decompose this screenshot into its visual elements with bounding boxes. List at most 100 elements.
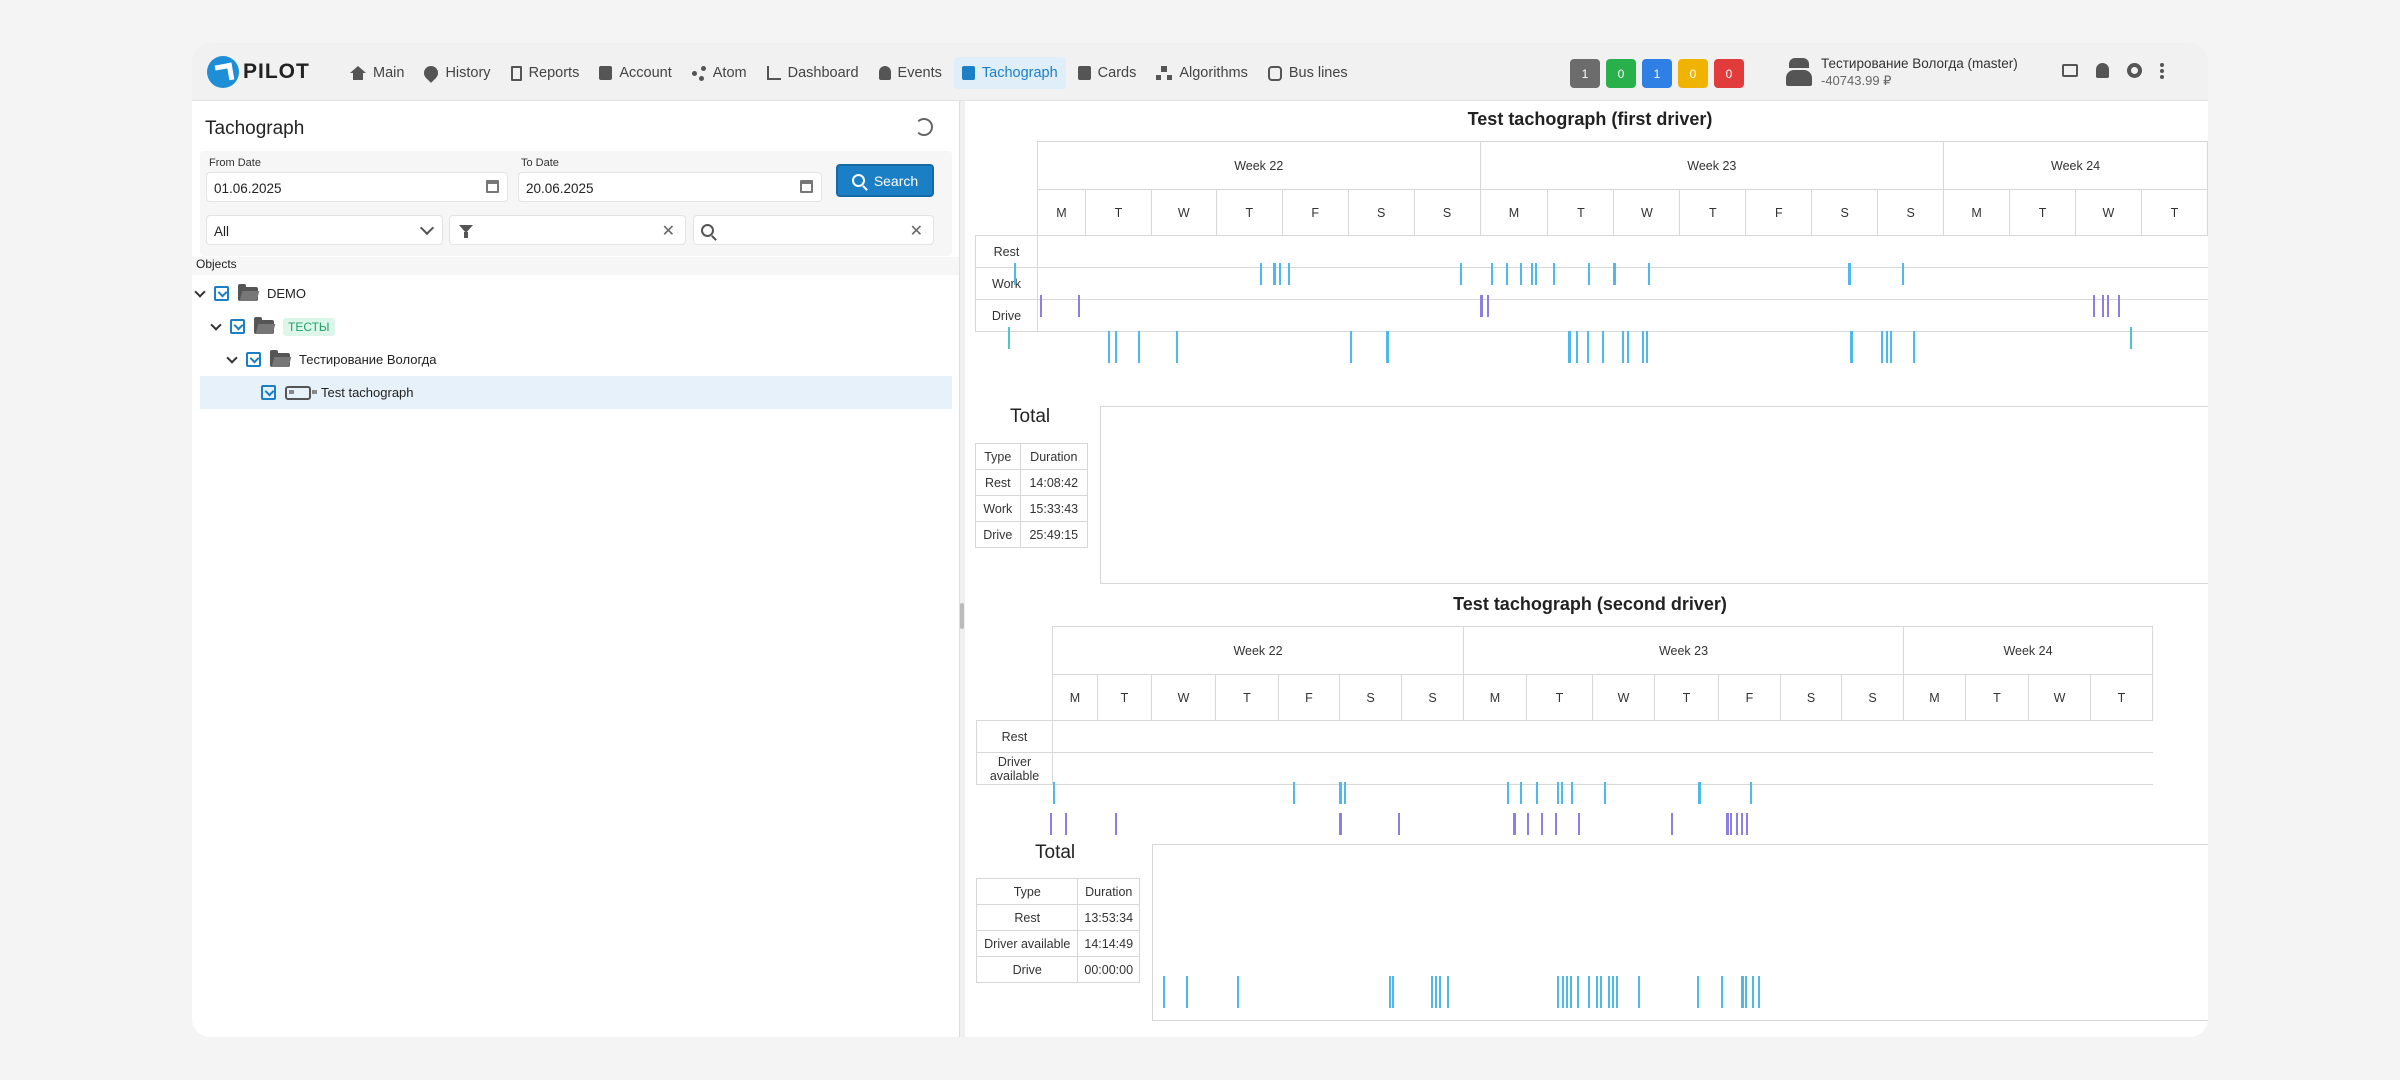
activity-mark: [1596, 976, 1598, 1008]
nav-events[interactable]: Events: [871, 57, 950, 89]
nav-algorithms[interactable]: Algorithms: [1148, 57, 1256, 89]
activity-mark: [1726, 813, 1729, 835]
folder-open-icon: [254, 316, 274, 334]
user-balance: -40743.99 ₽: [1821, 72, 1892, 88]
type-select-value: All: [214, 224, 230, 239]
activity-mark: [1108, 331, 1110, 363]
card-icon: [1077, 66, 1091, 80]
week-header: Week 24: [1943, 141, 2208, 190]
calendar-grid: Week 22 Week 23 Week 24 M T W T F S S M T W T F S S M T W T R…: [975, 141, 2208, 332]
checkbox[interactable]: [246, 352, 261, 367]
type-select[interactable]: All: [206, 215, 443, 245]
nav-label: Bus lines: [1288, 65, 1348, 81]
chevron-down-icon[interactable]: [194, 285, 206, 298]
activity-mark: [1604, 782, 1606, 804]
user-account[interactable]: Тестирование Вологда (master) -40743.99 …: [1786, 55, 2018, 89]
day-header: T: [1215, 189, 1283, 236]
refresh-icon[interactable]: [915, 118, 933, 136]
calendar-grid: Week 22 Week 23 Week 24 M T W T F S S M T W T F S S M T W T R…: [976, 626, 2153, 785]
calendar-icon[interactable]: [800, 180, 813, 193]
total-timeline: [1152, 844, 2208, 1021]
pilot-logo[interactable]: PILOT: [207, 56, 310, 88]
day-header: S: [1780, 674, 1842, 721]
from-date-label: From Date: [209, 157, 261, 169]
panel-resizer[interactable]: [959, 101, 965, 1037]
nav-reports[interactable]: Reports: [503, 57, 588, 89]
activity-mark: [1531, 263, 1533, 285]
resize-grip[interactable]: [960, 603, 964, 629]
calendar-icon[interactable]: [486, 180, 499, 193]
chevron-down-icon[interactable]: [226, 351, 238, 364]
checkbox[interactable]: [261, 385, 276, 400]
nav-account[interactable]: Account: [591, 57, 679, 89]
from-date-field[interactable]: 01.06.2025: [206, 172, 508, 202]
gear-icon[interactable]: [2127, 63, 2142, 78]
nav-label: Main: [373, 65, 405, 81]
tree-item-tests[interactable]: ТЕСТЫ: [200, 310, 952, 343]
activity-mark: [1507, 782, 1509, 804]
badge-yellow[interactable]: 0: [1678, 59, 1708, 88]
day-header: W: [1150, 189, 1217, 236]
activity-mark: [1697, 976, 1699, 1008]
activity-mark: [1566, 976, 1568, 1008]
tree-item-test-tachograph[interactable]: Test tachograph: [200, 376, 952, 409]
more-vertical-icon[interactable]: [2160, 63, 2164, 67]
lane-track: [1036, 299, 2208, 332]
activity-mark: [1050, 813, 1052, 835]
table-icon[interactable]: [2062, 64, 2078, 77]
tree-item-demo[interactable]: DEMO: [194, 277, 952, 310]
activity-mark: [1053, 782, 1055, 804]
badge-green[interactable]: 0: [1606, 59, 1636, 88]
day-header: S: [1811, 189, 1879, 236]
nav-dashboard[interactable]: Dashboard: [759, 57, 867, 89]
table-row: Rest 14:08:42: [975, 469, 1089, 496]
filter-input[interactable]: ✕: [449, 215, 686, 245]
nav-atom[interactable]: Atom: [684, 57, 755, 89]
lane-track: [1036, 235, 2208, 268]
activity-mark: [1627, 331, 1629, 363]
objects-header: Objects: [192, 257, 960, 275]
badge-gray[interactable]: 1: [1570, 59, 1600, 88]
checkbox[interactable]: [230, 319, 245, 334]
search-button[interactable]: Search: [836, 164, 934, 197]
activity-mark: [1752, 976, 1754, 1008]
bus-icon: [1267, 65, 1282, 81]
activity-mark: [1040, 295, 1042, 317]
lane-track: [1036, 267, 2208, 300]
badge-blue[interactable]: 1: [1642, 59, 1672, 88]
nav-main[interactable]: Main: [342, 57, 412, 89]
activity-mark: [1588, 263, 1590, 285]
to-date-field[interactable]: 20.06.2025: [518, 172, 822, 202]
folder-open-icon: [238, 283, 258, 301]
nav-bus-lines[interactable]: Bus lines: [1260, 57, 1356, 89]
day-header: T: [2140, 189, 2208, 236]
algorithm-tree-icon: [1156, 66, 1172, 80]
day-header: S: [1413, 189, 1481, 236]
duration-cell: 00:00:00: [1077, 956, 1140, 983]
activity-mark: [1176, 331, 1178, 363]
checkbox[interactable]: [214, 286, 229, 301]
object-search-input[interactable]: ✕: [693, 215, 934, 245]
activity-mark: [1541, 813, 1543, 835]
activity-mark: [1848, 263, 1851, 285]
clear-filter-icon[interactable]: ✕: [661, 223, 675, 240]
spy-avatar-icon: [1786, 58, 1812, 86]
activity-mark: [1881, 331, 1883, 363]
tree-item-vologda[interactable]: Тестирование Вологда: [200, 343, 952, 376]
nav-tachograph[interactable]: Tachograph: [953, 57, 1066, 89]
badge-red[interactable]: 0: [1714, 59, 1744, 88]
clear-search-icon[interactable]: ✕: [909, 223, 923, 240]
tree-item-label: Test tachograph: [321, 385, 414, 400]
activity-mark: [1638, 976, 1640, 1008]
nav-history[interactable]: History: [416, 57, 498, 89]
nav-cards[interactable]: Cards: [1070, 57, 1145, 89]
week-header: Week 24: [1903, 626, 2153, 675]
day-header: T: [1097, 674, 1152, 721]
notifications-icon[interactable]: [2096, 63, 2109, 78]
activity-mark: [2093, 295, 2095, 317]
search-icon: [701, 224, 714, 237]
lane-label: Rest: [976, 720, 1053, 753]
day-header: T: [1654, 674, 1719, 721]
day-header: T: [1215, 674, 1279, 721]
chevron-down-icon[interactable]: [210, 318, 222, 331]
